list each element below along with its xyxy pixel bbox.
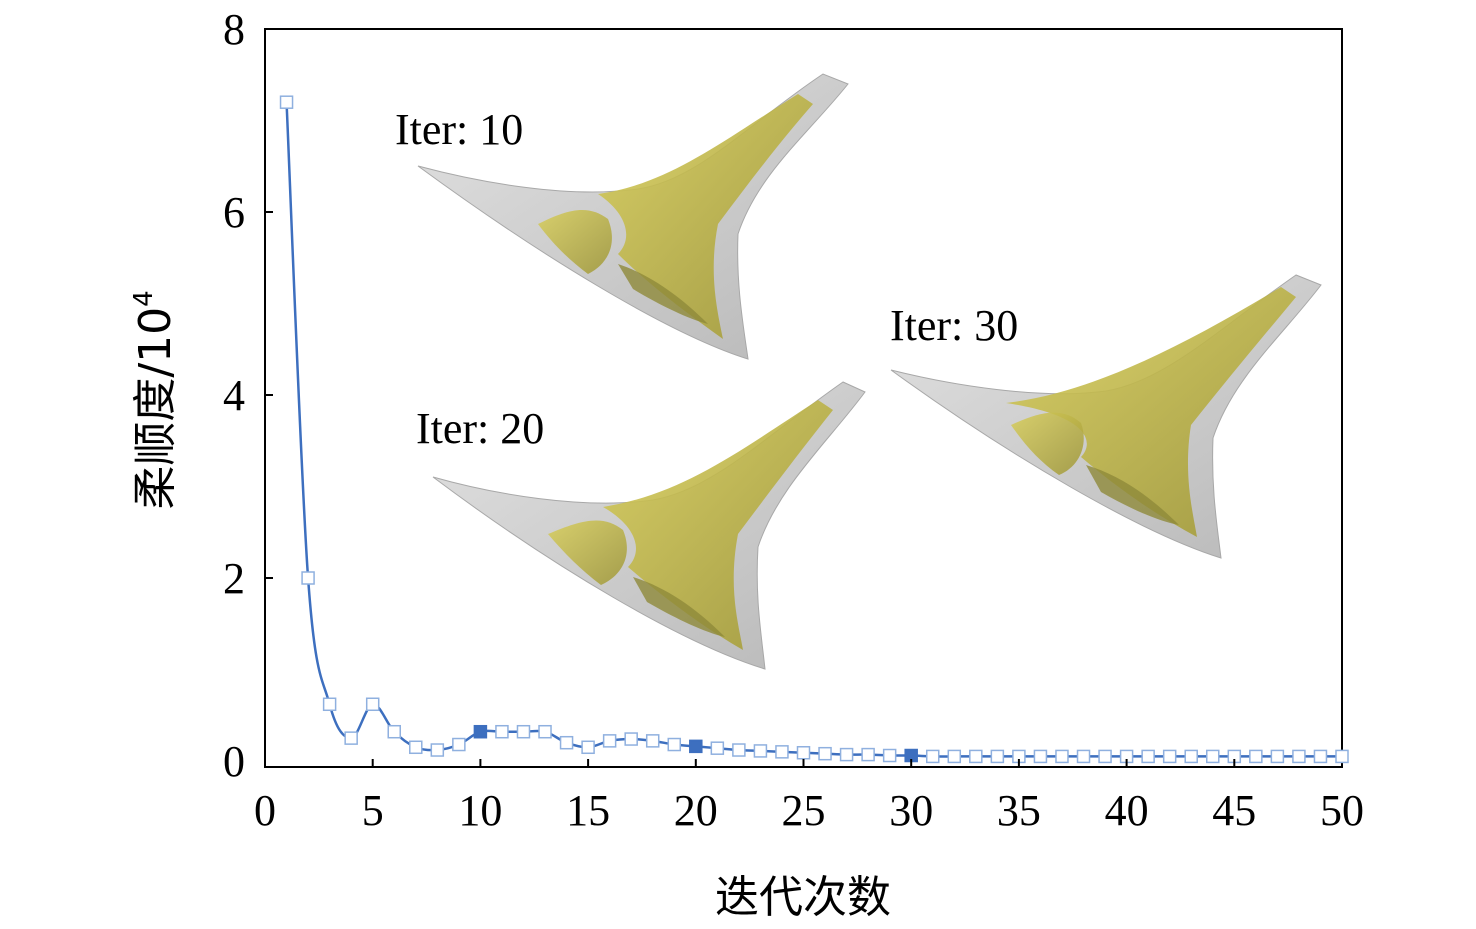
x-tick-label: 5 xyxy=(362,786,384,835)
x-tick-label: 15 xyxy=(566,786,610,835)
inset-iter-10: Iter: 10 xyxy=(395,73,849,360)
y-axis-title-text: 柔顺度/10 xyxy=(130,307,181,510)
y-axis-title-exponent: 4 xyxy=(129,290,159,307)
data-point xyxy=(1184,749,1198,764)
x-tick-label: 45 xyxy=(1212,786,1256,835)
data-point xyxy=(796,746,811,760)
x-axis-title: 迭代次数 xyxy=(715,872,891,923)
series-layer xyxy=(279,95,1349,764)
data-point xyxy=(1206,749,1220,764)
data-point xyxy=(409,740,423,755)
data-point xyxy=(710,741,725,755)
data-point xyxy=(452,737,466,752)
x-tick-label: 20 xyxy=(674,786,718,835)
data-point xyxy=(947,749,962,764)
data-point xyxy=(882,748,897,763)
y-tick-label: 0 xyxy=(223,737,245,786)
inset-label-iter-20: Iter: 20 xyxy=(416,404,544,453)
data-point xyxy=(732,743,746,757)
inset-iter-30: Iter: 30 xyxy=(890,274,1322,559)
data-point xyxy=(495,724,509,739)
x-tick-label: 10 xyxy=(458,786,502,835)
y-tick-label: 6 xyxy=(223,188,245,237)
data-point xyxy=(322,697,337,712)
data-point xyxy=(301,571,315,585)
inset-iter-20: Iter: 20 xyxy=(416,381,866,670)
axis-layer: 0 5 10 15 20 25 30 35 40 45 50 0 2 4 6 8 xyxy=(223,5,1364,835)
data-point xyxy=(1335,749,1349,764)
design-shape-iter-30 xyxy=(890,274,1322,559)
data-point xyxy=(969,749,983,764)
x-tick-label: 30 xyxy=(889,786,933,835)
data-point-highlighted xyxy=(473,724,488,739)
data-point xyxy=(1098,749,1112,764)
data-point xyxy=(1033,749,1048,764)
inset-label-iter-10: Iter: 10 xyxy=(395,105,523,154)
data-point xyxy=(1076,749,1091,764)
data-point xyxy=(753,744,768,758)
data-point xyxy=(559,735,574,750)
data-point xyxy=(1292,749,1306,764)
data-point xyxy=(344,731,358,745)
x-tick-label: 35 xyxy=(997,786,1041,835)
data-point xyxy=(279,95,294,109)
data-point xyxy=(990,749,1005,764)
data-point xyxy=(516,724,531,739)
data-point xyxy=(818,746,832,761)
x-tick-label: 25 xyxy=(782,786,826,835)
data-point xyxy=(1162,749,1177,764)
data-point xyxy=(839,747,854,762)
data-point xyxy=(387,724,401,739)
data-point xyxy=(1141,749,1155,764)
data-point xyxy=(1313,749,1328,764)
data-point xyxy=(925,749,940,764)
data-point xyxy=(624,732,638,746)
data-point xyxy=(1249,749,1263,764)
inset-label-iter-30: Iter: 30 xyxy=(890,301,1018,350)
data-point xyxy=(581,740,595,755)
data-point xyxy=(538,724,552,739)
x-tick-label: 40 xyxy=(1105,786,1149,835)
data-point xyxy=(775,745,789,759)
data-point xyxy=(1270,749,1285,764)
x-tick-label: 50 xyxy=(1320,786,1364,835)
y-axis-title: 柔顺度/104 xyxy=(129,290,181,509)
design-shape-iter-20 xyxy=(432,381,866,670)
data-point xyxy=(861,747,875,762)
data-point xyxy=(602,734,617,748)
data-point-highlighted xyxy=(689,739,703,754)
data-point xyxy=(430,743,445,757)
data-point xyxy=(645,734,660,748)
y-tick-label: 4 xyxy=(223,371,245,420)
data-point xyxy=(365,697,380,712)
design-shape-iter-10 xyxy=(417,73,849,360)
svg-text:柔顺度/104: 柔顺度/104 xyxy=(129,290,181,509)
y-tick-label: 8 xyxy=(223,5,245,54)
y-tick-label: 2 xyxy=(223,554,245,603)
data-point xyxy=(1055,749,1069,764)
x-tick-label: 0 xyxy=(254,786,276,835)
data-point xyxy=(667,737,682,752)
